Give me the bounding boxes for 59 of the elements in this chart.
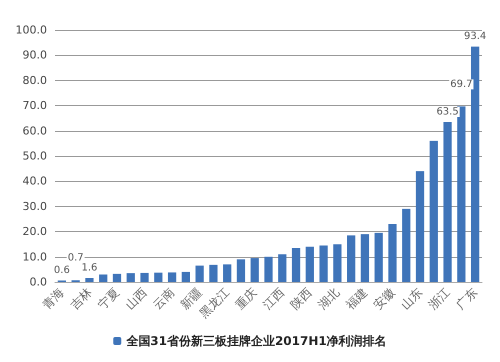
bar (99, 274, 108, 282)
bar (140, 272, 149, 282)
bar (112, 274, 122, 282)
x-tick-label: 云南 (150, 285, 178, 312)
x-tick-label: 陕西 (288, 285, 315, 312)
bar (443, 122, 452, 282)
bar (347, 235, 356, 282)
bar (416, 171, 424, 282)
legend-label: 全国31省份新三板挂牌企业2017H1净利润排名 (125, 334, 387, 348)
data-label: 93.4 (464, 31, 486, 42)
bar (430, 140, 438, 282)
bar (195, 266, 204, 282)
y-tick-label: 40.0 (22, 174, 47, 188)
data-label: 1.6 (81, 262, 98, 274)
x-tick-label: 湖北 (315, 285, 342, 312)
y-tick-label: 90.0 (22, 48, 47, 62)
bar (154, 272, 162, 282)
y-tick-label: 60.0 (22, 124, 47, 138)
y-tick-label: 80.0 (22, 74, 47, 87)
x-tick-label: 广东 (453, 285, 480, 312)
x-tick-label: 山东 (398, 285, 425, 312)
y-tick-label: 100.0 (16, 24, 47, 36)
bar (168, 272, 176, 282)
bar (306, 246, 314, 282)
x-tick-label: 福建 (343, 285, 370, 312)
bar (360, 234, 370, 282)
x-tick-label: 吉林 (68, 285, 94, 312)
bar (223, 264, 232, 282)
bar (292, 248, 300, 282)
bar (250, 258, 259, 282)
bar (470, 46, 480, 282)
bar (333, 244, 342, 282)
bar (182, 272, 190, 282)
bar (388, 224, 397, 282)
x-tick-label: 重庆 (232, 285, 260, 312)
bar (85, 278, 94, 282)
y-tick-label: 30.0 (22, 200, 47, 213)
y-tick-label: 70.0 (22, 99, 47, 112)
y-tick-label: 10.0 (22, 250, 47, 264)
bar (126, 273, 135, 282)
bar (402, 208, 410, 282)
bar (374, 232, 383, 282)
x-tick-label: 山西 (122, 285, 150, 312)
data-label: 0.6 (54, 264, 70, 276)
x-tick-label: 浙江 (426, 285, 453, 312)
y-tick-label: 20.0 (22, 225, 47, 238)
bar (209, 264, 218, 282)
x-tick-label: 江西 (260, 285, 288, 312)
data-label: 69.7 (450, 78, 472, 90)
x-tick-label: 宁夏 (95, 285, 122, 312)
bar (319, 245, 328, 282)
data-label: 63.5 (436, 106, 459, 118)
bar (236, 259, 246, 282)
data-label: 0.7 (68, 252, 84, 264)
x-tick-label: 安徽 (370, 285, 398, 312)
bar (278, 254, 286, 282)
bar (457, 106, 466, 282)
y-tick-label: 50.0 (22, 150, 47, 162)
bar (264, 256, 273, 282)
